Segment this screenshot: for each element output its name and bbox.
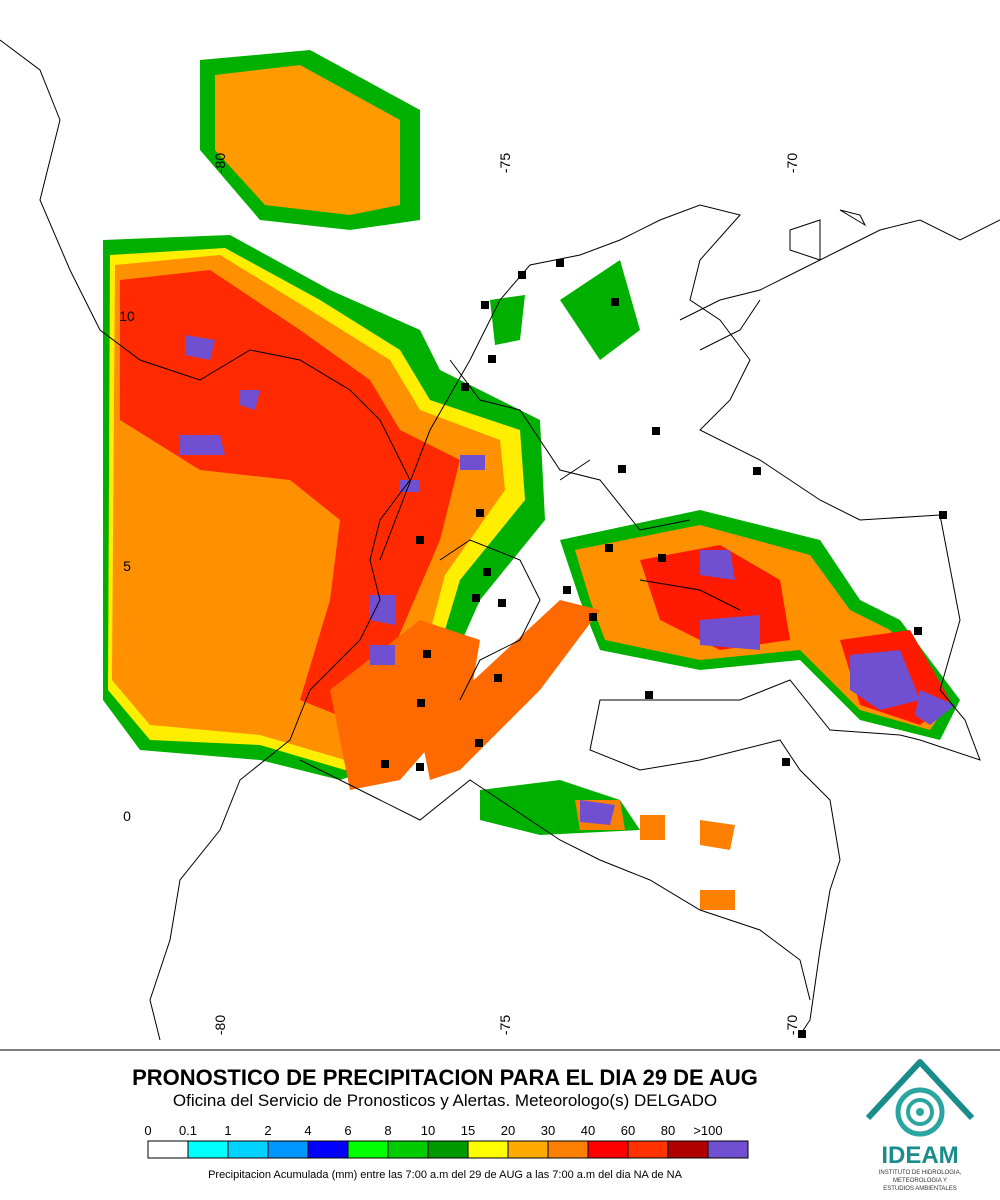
latitude-label: 0 xyxy=(123,808,131,824)
legend-swatch xyxy=(227,1140,269,1159)
legend-swatch xyxy=(507,1140,549,1159)
precipitation-field xyxy=(103,50,960,910)
legend-swatch xyxy=(467,1140,509,1159)
legend-label: 1 xyxy=(224,1123,231,1138)
legend-label: 10 xyxy=(421,1123,435,1138)
legend-swatch xyxy=(587,1140,629,1159)
legend-swatch xyxy=(347,1140,389,1159)
legend: 0 0.1 1 2 4 6 8 10 15 20 30 40 60 80 >100 xyxy=(144,1123,749,1159)
borders xyxy=(0,39,1000,1041)
legend-swatch xyxy=(627,1140,669,1159)
legend-label: 2 xyxy=(264,1123,271,1138)
legend-swatch xyxy=(307,1140,349,1159)
legend-label: 0 xyxy=(144,1123,151,1138)
legend-swatch xyxy=(267,1140,309,1159)
legend-caption: Precipitacion Acumulada (mm) entre las 7… xyxy=(208,1169,683,1181)
legend-swatch xyxy=(547,1140,589,1159)
city-markers xyxy=(381,259,947,1038)
longitude-label: -80 xyxy=(212,153,228,173)
legend-swatch xyxy=(707,1140,749,1159)
latitude-label: 5 xyxy=(123,558,131,574)
legend-label: 80 xyxy=(661,1123,675,1138)
title: PRONOSTICO DE PRECIPITACION PARA EL DIA … xyxy=(132,1065,758,1090)
legend-swatch xyxy=(147,1140,189,1159)
longitude-label: -75 xyxy=(497,1015,513,1035)
subtitle: Oficina del Servicio de Pronosticos y Al… xyxy=(173,1091,717,1110)
logo-text: METEOROLOGIA Y xyxy=(893,1178,947,1184)
legend-swatch xyxy=(387,1140,429,1159)
logo: IDEAM INSTITUTO DE HIDROLOGIA, METEOROLO… xyxy=(865,1059,975,1192)
latitude-label: 10 xyxy=(119,308,135,324)
longitude-label: -70 xyxy=(784,1015,800,1035)
longitude-label: -80 xyxy=(212,1015,228,1035)
longitude-label: -75 xyxy=(497,153,513,173)
legend-label: 60 xyxy=(621,1123,635,1138)
legend-label: 20 xyxy=(501,1123,515,1138)
legend-label: 30 xyxy=(541,1123,555,1138)
logo-text: INSTITUTO DE HIDROLOGIA, xyxy=(879,1170,962,1176)
legend-swatch xyxy=(187,1140,229,1159)
longitude-label: -70 xyxy=(784,153,800,173)
coordinate-labels: -80 -75 -70 -80 -75 -70 10 5 0 xyxy=(119,153,800,1035)
legend-label: 8 xyxy=(384,1123,391,1138)
logo-name: IDEAM xyxy=(881,1142,958,1169)
logo-text: ESTUDIOS AMBIENTALES xyxy=(883,1186,957,1192)
legend-label: >100 xyxy=(693,1123,722,1138)
legend-swatch xyxy=(667,1140,709,1159)
legend-label: 0.1 xyxy=(179,1123,197,1138)
legend-label: 6 xyxy=(344,1123,351,1138)
legend-label: 4 xyxy=(304,1123,311,1138)
legend-swatch xyxy=(427,1140,469,1159)
legend-label: 15 xyxy=(461,1123,475,1138)
legend-label: 40 xyxy=(581,1123,595,1138)
